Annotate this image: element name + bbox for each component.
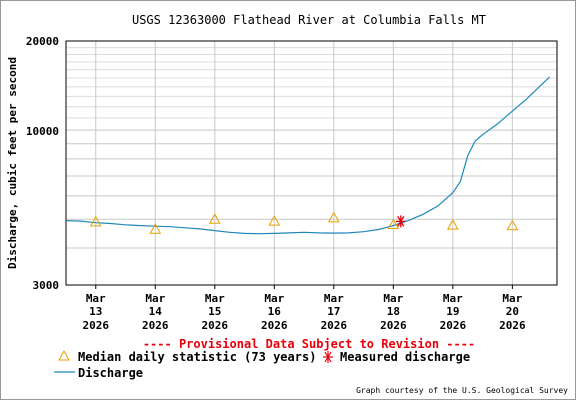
median-marker bbox=[268, 215, 281, 226]
series-line-discharge bbox=[65, 76, 551, 235]
x-tick-label: Mar bbox=[502, 292, 522, 305]
provisional-notice: ---- Provisional Data Subject to Revisio… bbox=[143, 337, 475, 351]
median-marker bbox=[387, 218, 400, 230]
x-tick-label: 17 bbox=[327, 305, 340, 318]
x-tick-label: 16 bbox=[268, 305, 282, 318]
x-tick-label: Mar bbox=[264, 292, 284, 305]
x-tick-label: Mar bbox=[324, 292, 344, 305]
measured-markers bbox=[395, 215, 406, 228]
measured-marker bbox=[395, 215, 406, 228]
x-tick-label: 20 bbox=[506, 305, 519, 318]
x-tick-label: 19 bbox=[446, 305, 459, 318]
y-axis-label: Discharge, cubic feet per second bbox=[6, 57, 19, 269]
x-tick-label: 2026 bbox=[440, 319, 467, 332]
x-tick-label: Mar bbox=[86, 292, 106, 305]
x-tick-label: 2026 bbox=[321, 319, 348, 332]
legend-measured-asterisk-icon bbox=[323, 351, 333, 363]
median-markers bbox=[89, 211, 519, 234]
median-marker bbox=[506, 219, 519, 231]
legend-median-triangle-icon bbox=[58, 349, 70, 361]
legend-measured-label: Measured discharge bbox=[340, 350, 470, 364]
x-tick-label: 2026 bbox=[261, 319, 288, 332]
grid-lines bbox=[66, 40, 557, 289]
x-tick-label: Mar bbox=[443, 292, 463, 305]
median-marker bbox=[149, 223, 162, 234]
x-tick-label: 2026 bbox=[499, 319, 526, 332]
x-tick-label: 15 bbox=[208, 305, 221, 318]
x-tick-label: 2026 bbox=[380, 319, 407, 332]
y-tick-label-20000: 20000 bbox=[26, 35, 59, 48]
x-tick-label: 13 bbox=[89, 305, 102, 318]
x-tick-label: Mar bbox=[145, 292, 165, 305]
median-marker bbox=[89, 215, 102, 227]
median-marker bbox=[208, 213, 221, 224]
chart-title: USGS 12363000 Flathead River at Columbia… bbox=[132, 13, 486, 27]
legend-discharge-label: Discharge bbox=[78, 366, 143, 380]
median-marker bbox=[327, 211, 340, 223]
x-tick-label: Mar bbox=[383, 292, 403, 305]
credit-text: Graph courtesy of the U.S. Geological Su… bbox=[356, 386, 568, 395]
x-tick-label: Mar bbox=[205, 292, 225, 305]
x-tick-labels: Mar132026Mar142026Mar152026Mar162026Mar1… bbox=[83, 292, 526, 332]
y-tick-label-3000: 3000 bbox=[33, 279, 60, 292]
y-tick-label-10000: 10000 bbox=[26, 125, 59, 138]
x-tick-label: 2026 bbox=[142, 319, 169, 332]
median-marker bbox=[446, 219, 459, 230]
x-tick-label: 2026 bbox=[202, 319, 229, 332]
x-tick-label: 14 bbox=[149, 305, 163, 318]
x-tick-label: 18 bbox=[387, 305, 400, 318]
plot-area-border bbox=[65, 40, 558, 286]
legend-median-label: Median daily statistic (73 years) bbox=[78, 350, 316, 364]
x-tick-label: 2026 bbox=[83, 319, 110, 332]
